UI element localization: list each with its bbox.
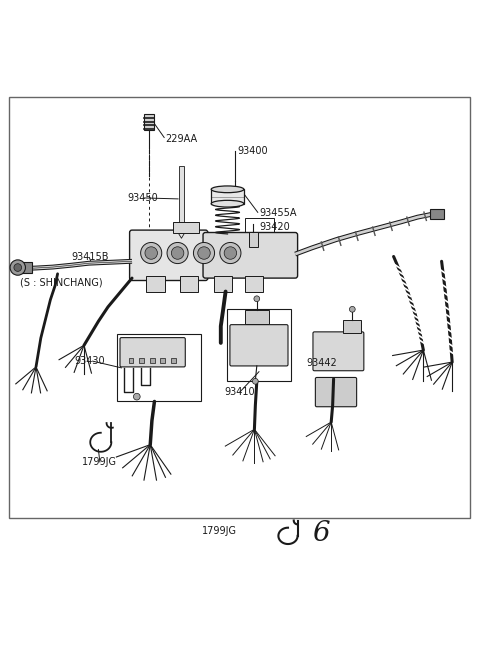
Bar [171,358,176,363]
Bar [129,358,133,363]
Circle shape [141,242,162,263]
Bar [245,310,269,324]
Text: 93410: 93410 [225,387,255,397]
Bar [117,334,201,401]
Circle shape [145,247,157,260]
Text: 93430: 93430 [74,356,105,366]
Text: 6: 6 [312,520,330,547]
Bar [245,276,263,292]
Bar [150,358,155,363]
Bar [9,97,470,518]
Circle shape [224,247,237,260]
Bar [249,231,258,247]
Bar [430,210,444,219]
Text: 229AA: 229AA [166,134,198,144]
Circle shape [220,242,241,263]
Bar [173,222,199,233]
Circle shape [167,242,188,263]
Bar [211,189,244,204]
Text: 1799JG: 1799JG [82,457,117,467]
Bar [227,309,291,381]
FancyBboxPatch shape [120,338,185,367]
Bar [343,320,361,333]
Bar [139,358,144,363]
Bar [160,358,165,363]
Bar [180,276,198,292]
Bar [144,114,154,130]
Circle shape [10,260,25,275]
Text: 93415B: 93415B [71,252,108,262]
FancyBboxPatch shape [315,378,357,407]
Text: 93400: 93400 [238,146,268,156]
Circle shape [254,296,260,302]
Text: (S : SHINCHANG): (S : SHINCHANG) [20,278,103,288]
Bar [179,166,184,233]
FancyBboxPatch shape [230,325,288,366]
Circle shape [349,306,355,312]
FancyBboxPatch shape [313,332,364,371]
Circle shape [133,394,140,400]
Text: 93455A: 93455A [259,208,297,218]
Bar [146,276,165,292]
Circle shape [198,247,210,260]
Bar [20,261,32,273]
Circle shape [193,242,215,263]
Text: 93450: 93450 [127,193,158,203]
Ellipse shape [211,200,244,207]
Text: 1799JG: 1799JG [202,526,237,536]
Ellipse shape [211,186,244,193]
Circle shape [252,378,258,384]
Bar [214,276,232,292]
FancyBboxPatch shape [130,230,208,281]
Text: 93420: 93420 [259,222,290,232]
Bar [245,218,274,254]
FancyBboxPatch shape [203,233,298,278]
Circle shape [171,247,184,260]
Circle shape [14,263,22,271]
Text: 93442: 93442 [306,358,337,368]
